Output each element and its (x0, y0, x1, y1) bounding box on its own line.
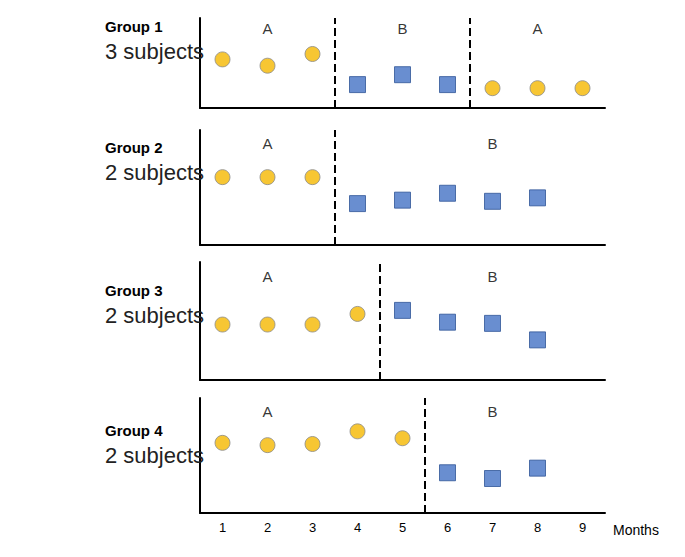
svg-text:5: 5 (399, 520, 406, 535)
svg-text:A: A (262, 268, 272, 285)
svg-text:A: A (532, 20, 542, 37)
svg-text:B: B (397, 20, 407, 37)
svg-text:3 subjects: 3 subjects (105, 39, 204, 64)
svg-text:A: A (262, 20, 272, 37)
svg-text:Group 2: Group 2 (105, 139, 163, 156)
svg-text:2 subjects: 2 subjects (105, 443, 204, 468)
svg-text:8: 8 (534, 520, 541, 535)
svg-text:2 subjects: 2 subjects (105, 303, 204, 328)
svg-text:A: A (262, 403, 272, 420)
svg-text:6: 6 (444, 520, 451, 535)
svg-text:Group 1: Group 1 (105, 18, 163, 35)
svg-text:A: A (262, 135, 272, 152)
svg-text:2: 2 (264, 520, 271, 535)
svg-text:Group 3: Group 3 (105, 282, 163, 299)
svg-text:7: 7 (489, 520, 496, 535)
svg-text:B: B (487, 403, 497, 420)
svg-text:2 subjects: 2 subjects (105, 160, 204, 185)
svg-text:3: 3 (309, 520, 316, 535)
svg-text:Group 4: Group 4 (105, 422, 163, 439)
svg-text:9: 9 (579, 520, 586, 535)
svg-text:4: 4 (354, 520, 361, 535)
svg-text:1: 1 (219, 520, 226, 535)
svg-text:B: B (487, 135, 497, 152)
svg-text:Months: Months (613, 522, 659, 538)
svg-text:B: B (487, 268, 497, 285)
